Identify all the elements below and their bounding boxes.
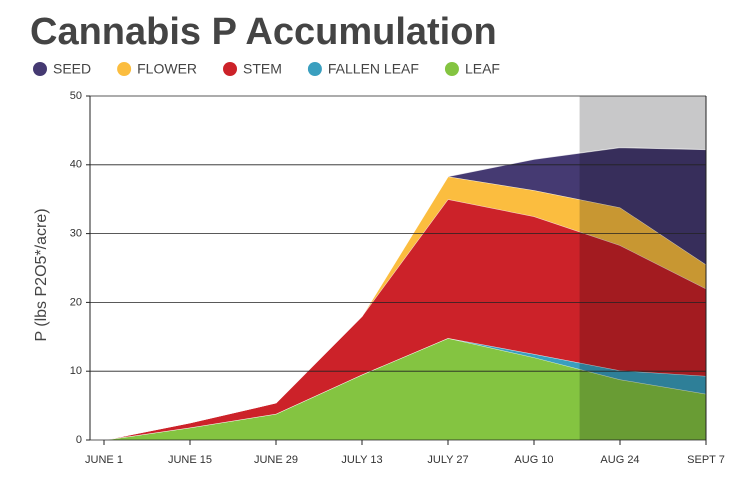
- legend-swatch: [33, 62, 47, 76]
- x-tick-label: SEPT 7: [687, 454, 725, 466]
- shade: [579, 369, 706, 440]
- legend-label: FALLEN LEAF: [328, 61, 419, 77]
- area: [104, 338, 706, 440]
- shade: [579, 147, 706, 265]
- highlight-shade: [579, 147, 706, 440]
- area: [104, 199, 706, 440]
- legend-swatch: [444, 62, 459, 76]
- area: [104, 147, 706, 440]
- x-tick-label: AUG 10: [514, 454, 553, 466]
- area-edge: [103, 147, 707, 441]
- legend-label: STEM: [243, 61, 282, 77]
- y-tick-label: 50: [70, 90, 82, 102]
- x-tick-label: JUNE 15: [168, 454, 212, 466]
- legend-swatch: [307, 62, 322, 76]
- chart-title: Cannabis P Accumulation: [30, 11, 497, 53]
- y-axis-label: P (lbs P2O5*/acre): [33, 208, 50, 341]
- legend-label: SEED: [53, 61, 91, 77]
- y-tick-label: 40: [70, 159, 82, 171]
- shade: [579, 231, 706, 377]
- y-tick-label: 20: [70, 296, 82, 308]
- x-tick-label: JUNE 1: [85, 454, 123, 466]
- y-tick-label: 0: [76, 434, 82, 446]
- legend-label: LEAF: [465, 61, 500, 77]
- y-tick-label: 10: [70, 365, 82, 377]
- x-tick-label: JULY 27: [427, 454, 468, 466]
- y-tick-label: 30: [70, 228, 82, 240]
- x-tick-label: AUG 24: [600, 454, 639, 466]
- x-tick-label: JUNE 29: [254, 454, 298, 466]
- shade: [579, 199, 706, 289]
- legend-label: FLOWER: [137, 61, 197, 77]
- legend-swatch: [223, 62, 238, 76]
- shade: [579, 362, 706, 394]
- x-tick-label: JULY 13: [341, 454, 382, 466]
- legend-swatch: [117, 62, 132, 76]
